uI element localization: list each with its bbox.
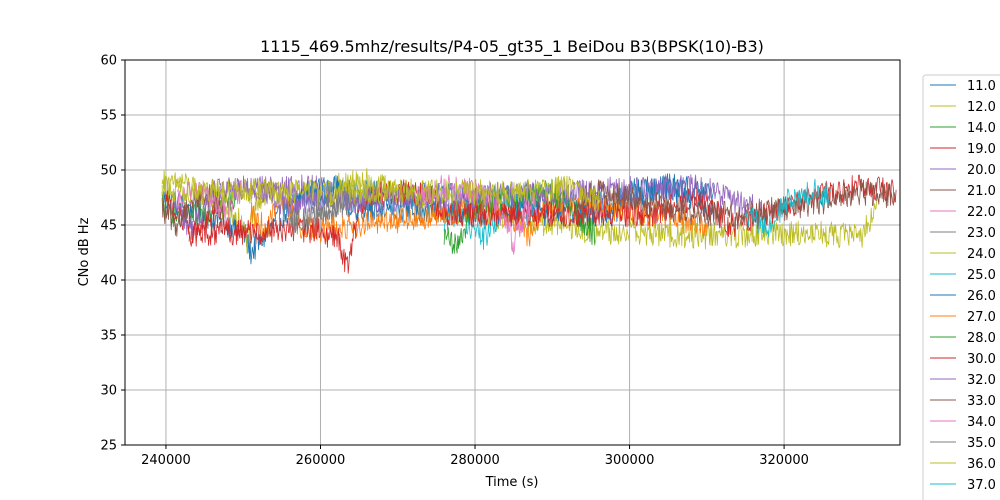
y-tick-label: 60	[100, 54, 117, 69]
y-tick-label: 45	[100, 219, 117, 234]
series-line-19.0	[165, 190, 221, 247]
legend-entry-label: 24.0	[967, 247, 996, 262]
x-tick-label: 240000	[141, 453, 191, 468]
legend-entry-label: 37.0	[967, 478, 996, 493]
legend-entry-label: 19.0	[967, 142, 996, 157]
legend-entry-label: 28.0	[967, 331, 996, 346]
series-line-36.0	[161, 170, 600, 212]
y-tick-label: 35	[100, 329, 117, 344]
x-tick-label: 260000	[296, 453, 346, 468]
legend-entry-label: 11.0	[967, 79, 996, 94]
series-line-28.0	[443, 179, 596, 254]
series-line-32.0	[219, 174, 762, 220]
legend-entry-label: 36.0	[967, 457, 996, 472]
plot-series	[161, 167, 897, 274]
x-tick-label: 300000	[605, 453, 655, 468]
y-tick-label: 30	[100, 384, 117, 399]
x-axis-title: Time (s)	[485, 475, 539, 490]
series-line-37.0	[745, 178, 831, 238]
legend-entry-label: 30.0	[967, 352, 996, 367]
series-line-20.0	[173, 174, 337, 244]
y-tick-label: 55	[100, 109, 117, 124]
x-axis-ticks: 240000 260000 280000 300000 320000	[141, 445, 809, 468]
series-line-12.0	[161, 172, 290, 255]
legend-entry-label: 26.0	[967, 289, 996, 304]
legend-entry-label: 33.0	[967, 394, 996, 409]
legend-entry-label: 21.0	[967, 184, 996, 199]
y-tick-label: 40	[100, 274, 117, 289]
legend-entry-label: 27.0	[967, 310, 996, 325]
chart-title: 1115_469.5mhz/results/P4-05_gt35_1 BeiDo…	[260, 37, 764, 57]
x-tick-label: 320000	[759, 453, 809, 468]
legend-frame	[922, 74, 1000, 500]
series-line-33.0	[575, 179, 897, 228]
legend-entry-label: 12.0	[967, 100, 996, 115]
legend-entry-label: 32.0	[967, 373, 996, 388]
plot-area-frame	[124, 59, 901, 446]
legend-entry-label: 23.0	[967, 226, 996, 241]
y-axis-ticks: 25 30 35 40 45 50 55 60	[100, 54, 125, 454]
legend-entry-label: 22.0	[967, 205, 996, 220]
grid-lines	[125, 59, 900, 446]
y-tick-label: 25	[100, 439, 117, 454]
legend-entry-label: 34.0	[967, 415, 996, 430]
y-axis-title: CNo dB Hz	[77, 217, 92, 286]
series-line-34.0	[420, 174, 538, 255]
legend-entry-label: 14.0	[967, 121, 996, 136]
series-line-21.0	[161, 178, 225, 237]
y-tick-label: 50	[100, 164, 117, 179]
legend: 11.0 12.0 14.0 19.0 20.0 21.0 22.0 23.0 24.0 25.0…	[922, 74, 1000, 500]
legend-entry-label: 25.0	[967, 268, 996, 283]
x-tick-label: 280000	[450, 453, 500, 468]
legend-entry-label: 35.0	[967, 436, 996, 451]
legend-entry-label: 20.0	[967, 163, 996, 178]
